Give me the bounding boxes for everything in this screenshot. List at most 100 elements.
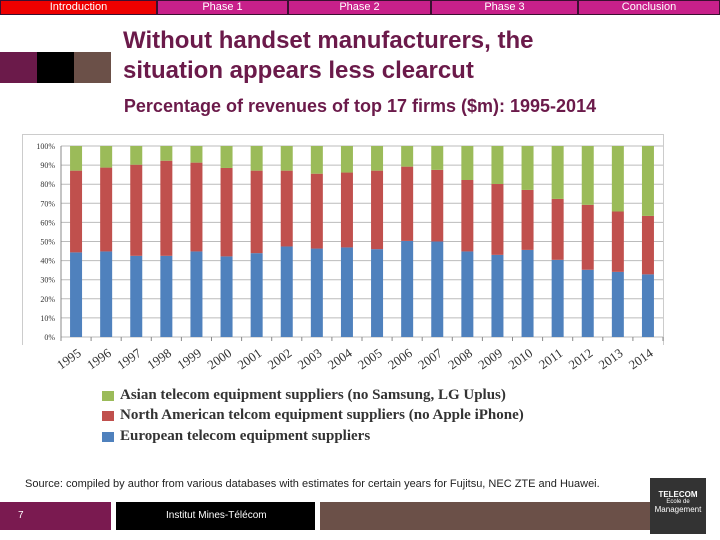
- x-tick-label: 2012: [566, 345, 596, 372]
- x-tick-label: 2002: [265, 345, 295, 372]
- decor-square-black: [37, 52, 74, 83]
- bar-segment: [220, 256, 233, 337]
- x-tick-label: 2003: [295, 345, 325, 372]
- bar-segment: [190, 146, 203, 163]
- bar-segment: [641, 146, 654, 216]
- x-tick-label: 2005: [355, 345, 385, 372]
- y-tick-label: 30%: [40, 276, 55, 285]
- bar-segment: [371, 146, 384, 171]
- x-tick-label: 2007: [415, 345, 445, 372]
- chart-frame: [22, 134, 664, 345]
- bar-segment: [551, 259, 564, 337]
- bar-segment: [280, 170, 293, 247]
- bar-segment: [70, 170, 83, 253]
- bar-segment: [190, 251, 203, 337]
- legend-label: European telecom equipment suppliers: [120, 428, 371, 444]
- title-line-1: Without handset manufacturers, the: [123, 27, 534, 54]
- y-tick-label: 0%: [44, 333, 55, 342]
- bar-segment: [551, 146, 564, 199]
- bar-segment: [641, 215, 654, 275]
- y-tick-label: 10%: [40, 314, 55, 323]
- logo-text: Management: [654, 505, 702, 514]
- bar-segment: [340, 172, 353, 248]
- y-tick-label: 100%: [36, 142, 55, 151]
- bar-segment: [340, 146, 353, 173]
- title-line-2: situation appears less clearcut: [123, 57, 474, 84]
- logo-text: TELECOM: [658, 490, 698, 499]
- bar-segment: [611, 146, 624, 212]
- bar-segment: [521, 146, 534, 190]
- bar-segment: [250, 146, 263, 171]
- x-tick-label: 2001: [234, 345, 264, 372]
- bar-segment: [461, 146, 474, 180]
- x-tick-label: 2011: [536, 345, 566, 372]
- legend-swatch: [102, 431, 114, 442]
- bar-segment: [431, 169, 444, 242]
- bar-segment: [581, 269, 594, 337]
- x-tick-label: 2008: [445, 345, 475, 372]
- bar-segment: [461, 179, 474, 252]
- bar-segment: [160, 146, 173, 161]
- bar-segment: [641, 274, 654, 337]
- bar-segment: [70, 146, 83, 171]
- y-tick-label: 20%: [40, 295, 55, 304]
- bar-segment: [491, 254, 504, 337]
- source-note: Source: compiled by author from various …: [25, 478, 600, 490]
- bar-segment: [220, 146, 233, 168]
- slide-title: Without handset manufacturers, the situa…: [123, 26, 533, 86]
- x-tick-label: 2004: [325, 345, 355, 372]
- bar-segment: [310, 248, 323, 337]
- bar-segment: [521, 249, 534, 337]
- nav-tabs: Introduction Phase 1 Phase 2 Phase 3 Con…: [0, 0, 720, 15]
- bar-segment: [70, 252, 83, 337]
- bar-segment: [581, 204, 594, 270]
- bar-segment: [280, 146, 293, 171]
- bar-segment: [401, 240, 414, 337]
- x-tick-label: 1995: [54, 345, 84, 372]
- telecom-management-logo: TELECOM Ecole de Management: [650, 478, 706, 534]
- bar-segment: [280, 246, 293, 337]
- legend-label: North American telcom equipment supplier…: [120, 407, 524, 423]
- bar-segment: [340, 247, 353, 337]
- bar-segment: [100, 251, 113, 337]
- tab-phase-3[interactable]: Phase 3: [432, 1, 577, 14]
- legend-item-asian: Asian telecom equipment suppliers (no Sa…: [102, 387, 506, 404]
- tab-phase-2[interactable]: Phase 2: [289, 1, 430, 14]
- bar-segment: [130, 146, 143, 165]
- x-tick-label: 2014: [626, 345, 656, 372]
- logo-text: Ecole de: [666, 499, 690, 505]
- bar-segment: [491, 184, 504, 255]
- y-tick-label: 80%: [40, 180, 55, 189]
- bar-segment: [100, 167, 113, 252]
- x-tick-label: 1997: [114, 345, 144, 372]
- legend-item-north-american: North American telcom equipment supplier…: [102, 407, 524, 424]
- bar-segment: [371, 170, 384, 250]
- legend-item-european: European telecom equipment suppliers: [102, 428, 370, 445]
- bar-segment: [190, 162, 203, 252]
- x-tick-label: 2000: [204, 345, 234, 372]
- x-tick-label: 2013: [596, 345, 626, 372]
- tab-phase-1[interactable]: Phase 1: [158, 1, 287, 14]
- x-tick-label: 1998: [144, 345, 174, 372]
- tab-introduction[interactable]: Introduction: [1, 1, 156, 14]
- bar-segment: [431, 146, 444, 170]
- bar-segment: [100, 146, 113, 168]
- bar-segment: [371, 249, 384, 337]
- x-tick-label: 2010: [505, 345, 535, 372]
- page-number: 7: [0, 502, 111, 530]
- x-tick-label: 2009: [475, 345, 505, 372]
- tab-conclusion[interactable]: Conclusion: [579, 1, 719, 14]
- bar-segment: [130, 164, 143, 256]
- x-tick-label: 1996: [84, 345, 114, 372]
- bar-segment: [310, 146, 323, 174]
- bar-segment: [250, 170, 263, 254]
- bar-segment: [611, 211, 624, 272]
- bar-segment: [611, 271, 624, 337]
- x-tick-label: 1999: [174, 345, 204, 372]
- decor-square-brown: [74, 52, 111, 83]
- bar-segment: [401, 146, 414, 167]
- bar-segment: [461, 251, 474, 337]
- decor-square-purple: [0, 52, 37, 83]
- bar-segment: [160, 160, 173, 256]
- y-tick-label: 70%: [40, 199, 55, 208]
